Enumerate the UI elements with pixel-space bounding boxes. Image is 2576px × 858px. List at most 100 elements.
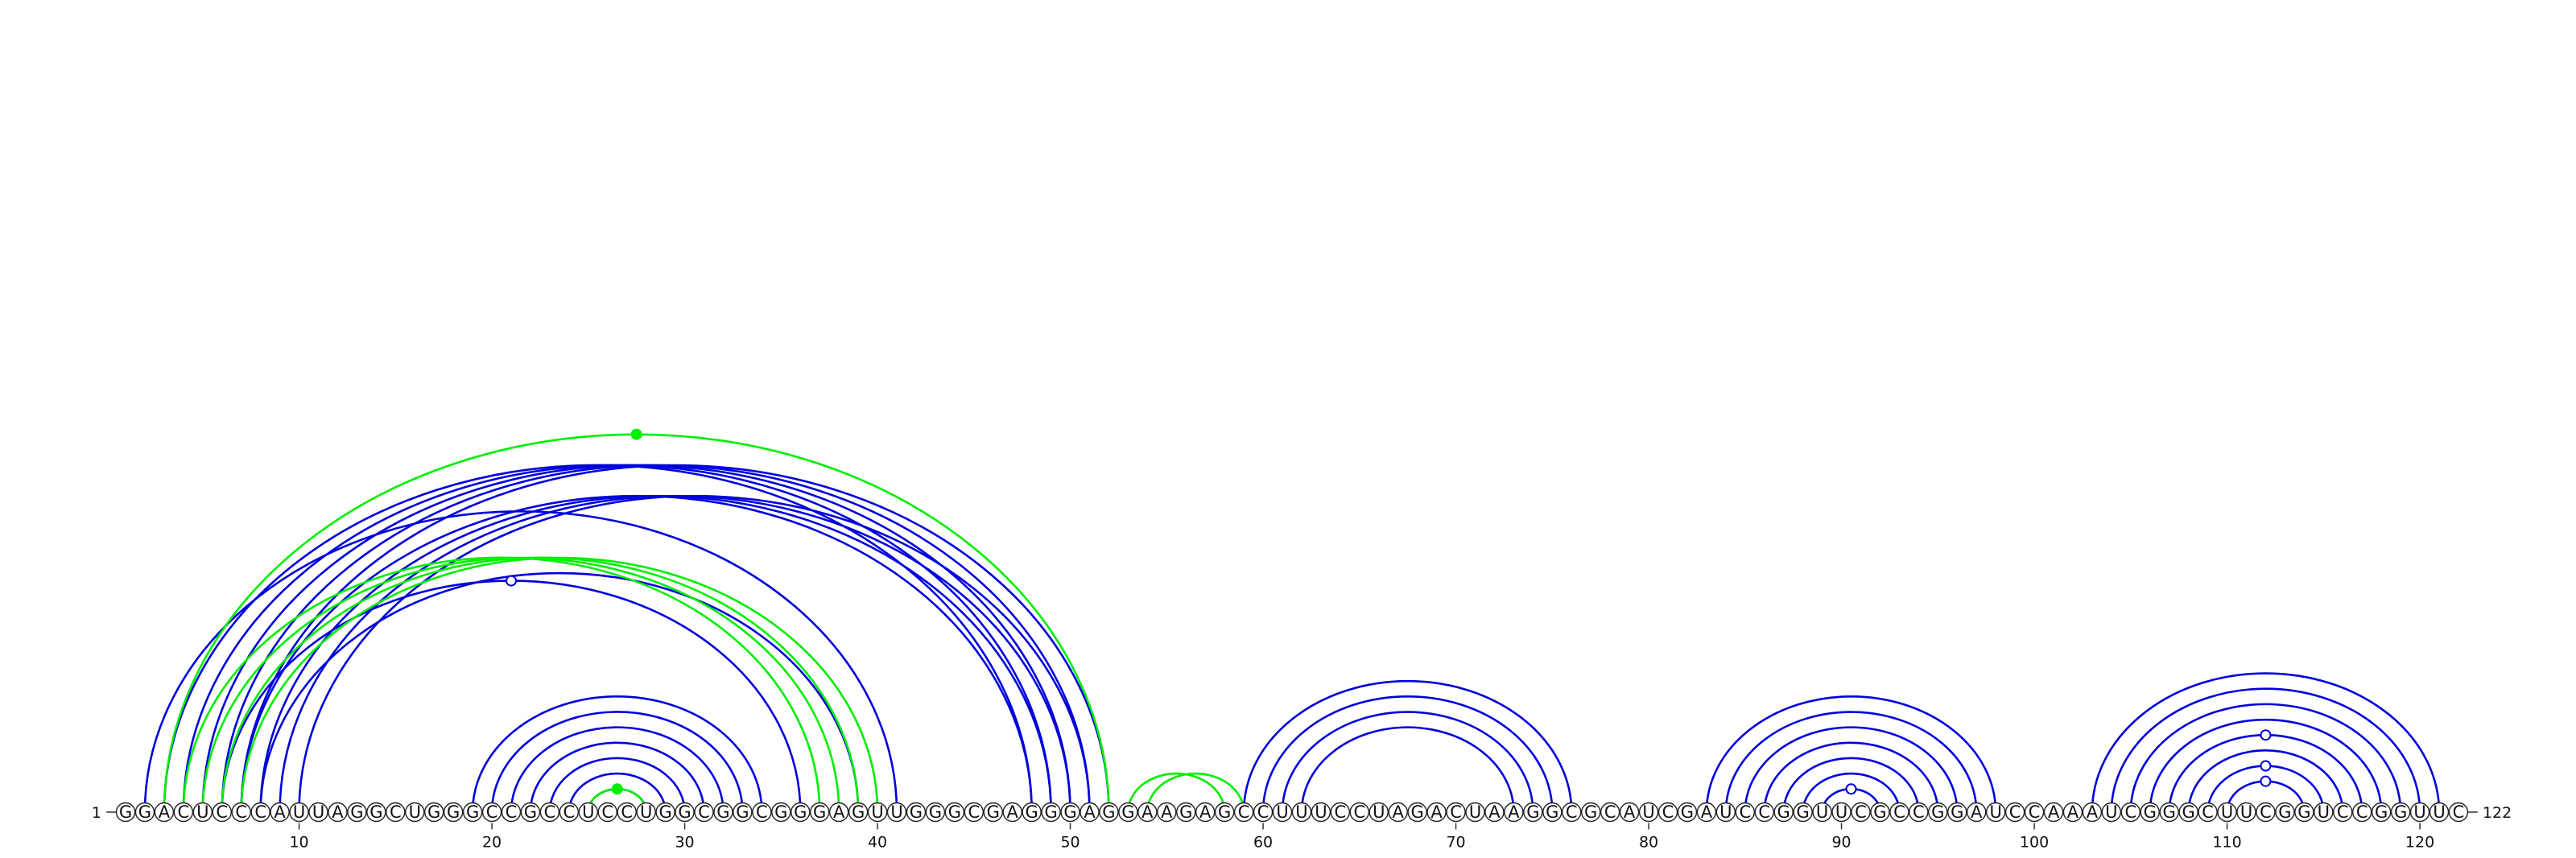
base-pair-arc [143,510,898,813]
nucleotide-letter: A [1508,802,1520,822]
nucleotide-circle [2294,802,2314,823]
nucleotide-letter: G [852,802,865,822]
base-pair-arc [2091,672,2441,813]
nucleotide-letter: G [369,802,382,822]
nucleotide-letter: U [1835,802,1847,822]
nucleotide-circle [655,802,675,823]
nucleotide-letter: G [2375,802,2388,822]
nucleotide-circle [1504,802,1524,823]
base-pair-arc [2149,718,2383,813]
tick-label: 50 [1060,834,1080,852]
nucleotide-circle [1233,802,1254,823]
nucleotide-letter: C [2453,802,2465,822]
start-label: 1 [92,804,101,822]
nucleotide-circle [1542,802,1563,823]
nucleotide-circle [886,802,907,823]
nucleotide-letter: G [678,802,691,822]
hollow-marker [1845,783,1857,795]
base-pair-arc [2129,703,2402,813]
nucleotide-letter: U [409,802,421,822]
nucleotide-circle [154,802,175,823]
nucleotide-letter: G [138,802,151,822]
nucleotide-circle [1272,802,1293,823]
nucleotide-letter: G [2144,802,2157,822]
nucleotide-letter: A [2067,802,2079,822]
alt-pair-arc [1146,772,1245,813]
nucleotide-circle [1831,802,1852,823]
tick-label: 100 [2020,834,2049,852]
nucleotide-circle [250,802,270,823]
nucleotide-letter: C [2029,802,2041,822]
nucleotide-letter: C [1758,802,1770,822]
nucleotide-letter: C [1855,802,1867,822]
nucleotide-circle [1715,802,1736,823]
base-pair-arc [240,464,1110,813]
nucleotide-circle [752,802,772,823]
nucleotide-letter: C [1604,802,1616,822]
base-pair-arc [1802,772,1901,813]
nucleotide-letter: C [1450,802,1462,822]
base-pair-arc [568,772,667,813]
nucleotide-circle [1773,802,1794,823]
nucleotide-circle [713,802,733,823]
nucleotide-letter: G [1931,802,1944,822]
nucleotide-circle [270,802,290,823]
base-pair-arc [1724,711,1978,813]
nucleotide-circle [1291,802,1312,823]
nucleotide-letter: C [1335,802,1347,822]
nucleotide-circle [1041,802,1061,823]
nucleotide-circle [1137,802,1158,823]
nucleotide-circle [173,802,194,823]
nucleotide-circle [2429,802,2450,823]
nucleotide-letter: A [274,802,286,822]
tick-label: 80 [1639,834,1658,852]
nucleotide-letter: A [1971,802,1983,822]
nucleotide-letter: G [1026,802,1038,822]
nucleotide-circle [462,802,483,823]
base-pair-arc [1261,695,1554,813]
nucleotide-circle [501,802,522,823]
nucleotide-letter: G [910,802,923,822]
nucleotide-letter: C [2124,802,2136,822]
nucleotide-letter: A [1161,802,1173,822]
nucleotide-letter: A [1141,802,1154,822]
nucleotide-circle [1484,802,1505,823]
nucleotide-letter: G [2297,802,2310,822]
nucleotide-letter: G [1777,802,1790,822]
nucleotide-letter: C [1238,802,1250,822]
base-pair-arc [1242,679,1573,813]
nucleotide-letter: U [1816,802,1828,822]
nucleotide-letter: A [1624,802,1636,822]
nucleotide-circle [906,802,927,823]
nucleotide-letter: U [640,802,652,822]
nucleotide-circle [2024,802,2045,823]
nucleotide-circle [539,802,560,823]
nucleotide-circle [134,802,155,823]
nucleotide-circle [1330,802,1351,823]
nucleotide-letter: A [1199,802,1212,822]
nucleotide-letter: U [2105,802,2117,822]
nucleotide-circle [386,802,406,823]
nucleotide-letter: U [1719,802,1732,822]
nucleotide-circle [212,802,232,823]
tick-label: 110 [2212,834,2241,852]
nucleotide-letter: G [1873,802,1886,822]
nucleotide-circle [1214,802,1235,823]
nucleotide-letter: C [486,802,498,822]
tick-label: 20 [482,834,502,852]
nucleotide-letter: G [1121,802,1134,822]
nucleotide-letter: C [2260,802,2272,822]
nucleotide-circle [597,802,617,823]
nucleotide-circle [2409,802,2430,823]
base-pair-arc [2110,687,2421,813]
hollow-marker [506,575,517,587]
nucleotide-letter: C [1662,802,1674,822]
nucleotide-letter: C [756,802,768,822]
nucleotide-letter: C [1566,802,1578,822]
nucleotide-circle [2217,802,2237,823]
base-pair-arc [490,711,744,813]
nucleotide-letter: G [1584,802,1597,822]
nucleotide-letter: U [1989,802,2001,822]
nucleotide-circle [636,802,656,823]
nucleotide-letter: G [987,802,1000,822]
